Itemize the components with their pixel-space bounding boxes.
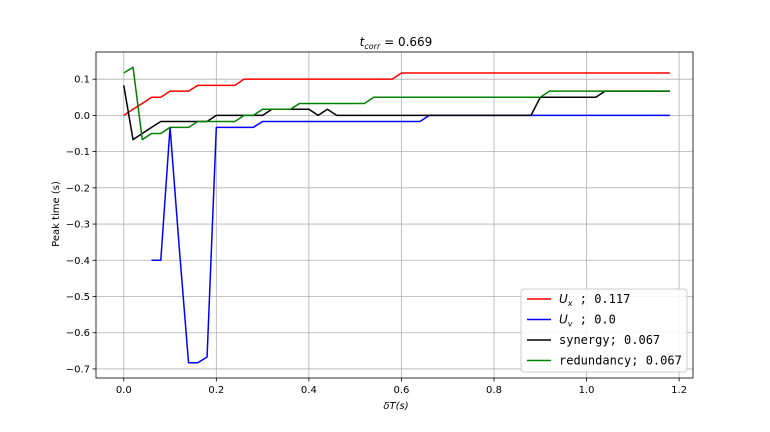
x-axis-label-symbol: δT [383,401,396,412]
y-tick-label: 0.1 [74,75,90,86]
y-tick-label: −0.3 [66,220,90,231]
y-tick-label: −0.6 [66,328,90,339]
series-line-1 [151,114,670,364]
legend-entry: synergy; 0.067 [559,333,660,347]
x-axis-label-unit: (s) [396,401,409,412]
y-tick-label: 0.0 [74,111,90,122]
chart-title: tcorr = 0.669 [360,35,433,51]
y-tick-label: −0.1 [66,147,90,158]
plot-frame [95,51,694,379]
legend-entry: Uv ; 0.0 [559,313,616,329]
series-line-2 [123,85,670,141]
y-tick-label: −0.5 [66,292,90,303]
x-tick-label: 0.8 [486,385,502,396]
y-tick-label: −0.7 [66,364,90,375]
series-lines [123,66,670,364]
x-tick-label: 0.6 [393,385,409,396]
legend: Ux ; 0.117 Uv ; 0.0 synergy; 0.067 redundan… [520,288,688,373]
x-tick-label: 0.4 [301,385,317,396]
legend-box [520,288,688,373]
x-tick-label: 0.0 [116,385,132,396]
legend-entry: Ux ; 0.117 [559,292,630,308]
ticks: 0.0 0.2 0.4 0.6 0.8 1.0 1.2 0.1 0.0 −0.1 −0.2 −0.3 −… [66,75,687,396]
title-value: = 0.669 [380,35,432,49]
y-axis-label: Peak time (s) [51,181,62,247]
x-tick-label: 1.0 [579,385,595,396]
series-line-0 [123,72,670,117]
x-tick-label: 1.2 [671,385,687,396]
x-tick-label: 0.2 [208,385,224,396]
x-axis-label: δT(s) [383,401,408,412]
y-tick-label: −0.4 [66,256,90,267]
title-subscript: corr [364,42,381,51]
legend-entry: redundancy; 0.067 [559,354,682,368]
y-tick-label: −0.2 [66,183,90,194]
title-main: t [360,35,366,49]
series-line-3 [123,66,670,141]
